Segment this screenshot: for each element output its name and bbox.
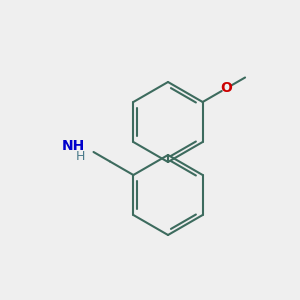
Text: NH: NH [62, 139, 85, 152]
Text: O: O [220, 82, 232, 95]
Text: H: H [76, 150, 85, 163]
